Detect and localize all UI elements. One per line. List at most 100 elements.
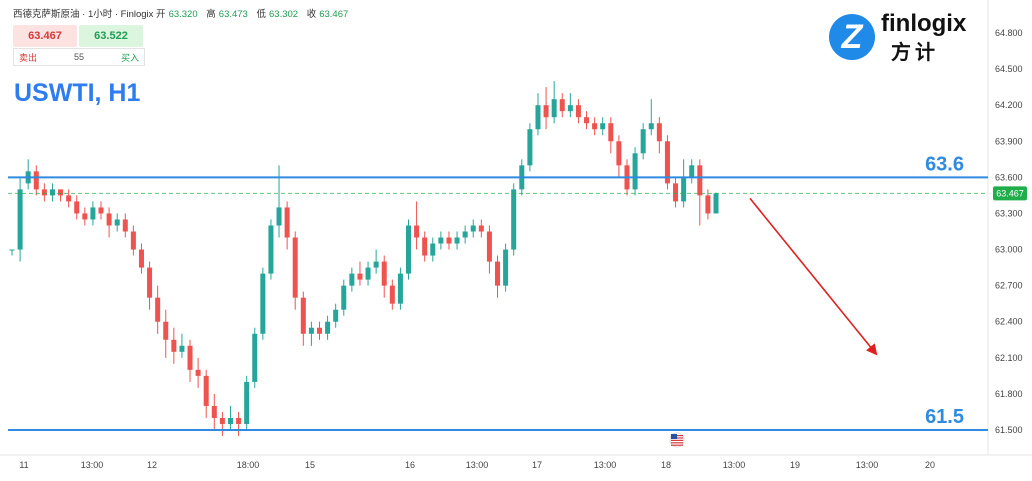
candle-body [138,249,144,268]
candle-body [389,285,395,304]
candle-body [236,417,242,424]
x-tick-label: 19 [790,460,800,470]
candle-body [697,165,703,196]
candle-body [90,207,96,220]
candle-body [49,189,55,196]
candle-body [74,201,80,214]
candle-body [673,183,679,202]
candle-body [163,321,169,340]
y-tick-label: 63.300 [995,208,1023,218]
candle-body [365,267,371,280]
candle-body [486,231,492,262]
x-tick-label: 18:00 [237,460,260,470]
chart-title: 西德克萨斯原油 · 1小时 · Finlogix [13,9,154,20]
y-tick-label: 62.700 [995,281,1023,291]
finlogix-z-icon: Z [829,14,875,60]
candle-body [122,219,128,232]
low-label: 低 [256,9,266,20]
candle-body [227,417,233,424]
us-flag-stripe [671,442,683,444]
sell-price-button[interactable]: 63.467 [13,25,77,47]
candle-body [244,381,250,424]
y-tick-label: 64.800 [995,28,1023,38]
forecast-arrow [749,197,878,356]
candle-body [414,225,420,238]
level-label: 63.6 [925,153,964,175]
candle-body [114,219,120,226]
candle-body [681,177,687,202]
candle-body [713,193,719,214]
candle-body [689,165,695,178]
candle-body [705,195,711,214]
candle-body [195,369,201,376]
y-tick-label: 64.500 [995,64,1023,74]
candle-body [608,123,614,142]
candle-body [648,123,654,130]
low-value: 63.302 [269,9,299,20]
level-label: 61.5 [925,406,964,428]
candle-body [462,231,468,238]
candle-body [656,123,662,142]
x-tick-label: 13:00 [723,460,746,470]
x-tick-label: 16 [405,460,415,470]
x-tick-label: 13:00 [594,460,617,470]
candle-body [211,405,217,418]
candle-body [333,309,339,322]
candle-body [203,375,209,406]
candle-body [82,213,88,220]
candle-body [357,273,363,280]
candle-body [478,225,484,232]
candle-body [187,345,193,370]
sell-button[interactable]: 卖出 [19,52,38,63]
high-value: 63.473 [218,9,248,20]
x-tick-label: 17 [532,460,542,470]
buy-price-button[interactable]: 63.522 [79,25,143,47]
candle-body [543,105,549,118]
candle-body [584,117,590,124]
y-tick-label: 63.900 [995,136,1023,146]
us-flag-stripe [671,439,683,441]
x-tick-label: 13:00 [466,460,489,470]
candle-body [551,99,557,118]
candle-body [422,237,428,256]
candle-body [527,129,533,166]
current-price-tag [993,186,1027,201]
x-tick-label: 13:00 [856,460,879,470]
open-value: 63.320 [168,9,198,20]
x-tick-label: 13:00 [81,460,104,470]
buy-button[interactable]: 买入 [120,52,139,63]
symbol-label: USWTI, H1 [14,79,141,107]
current-price-label: 63.467 [996,188,1024,198]
candle-body [438,237,444,244]
candle-body [446,237,452,244]
chart-header: 西德克萨斯原油 · 1小时 · Finlogix 开 63.320 高 63.473… [13,6,354,20]
candle-body [316,327,323,334]
candle-body [41,189,47,196]
candle-body [300,297,306,334]
candle-body [325,321,331,334]
candle-body [559,99,565,112]
x-tick-label: 15 [305,460,315,470]
y-tick-label: 63.000 [995,245,1023,255]
spread-value: 55 [73,52,84,62]
candle-body [381,261,387,286]
candle-body [600,123,606,130]
candle-body [535,105,541,130]
candle-body [171,339,177,352]
us-flag-canton [671,434,677,439]
candle-body [430,243,436,256]
candle-body [179,345,185,352]
y-tick-label: 62.100 [995,353,1023,363]
candle-body [373,261,379,268]
x-tick-label: 18 [661,460,671,470]
y-tick-label: 61.800 [995,389,1023,399]
candle-body [503,249,509,286]
us-flag-stripe [671,444,683,446]
candle-body [268,225,274,274]
candle-body [276,207,282,226]
x-tick-label: 11 [19,460,28,470]
y-tick-label: 64.200 [995,100,1023,110]
candle-body [219,417,225,424]
candle-body [252,333,258,382]
